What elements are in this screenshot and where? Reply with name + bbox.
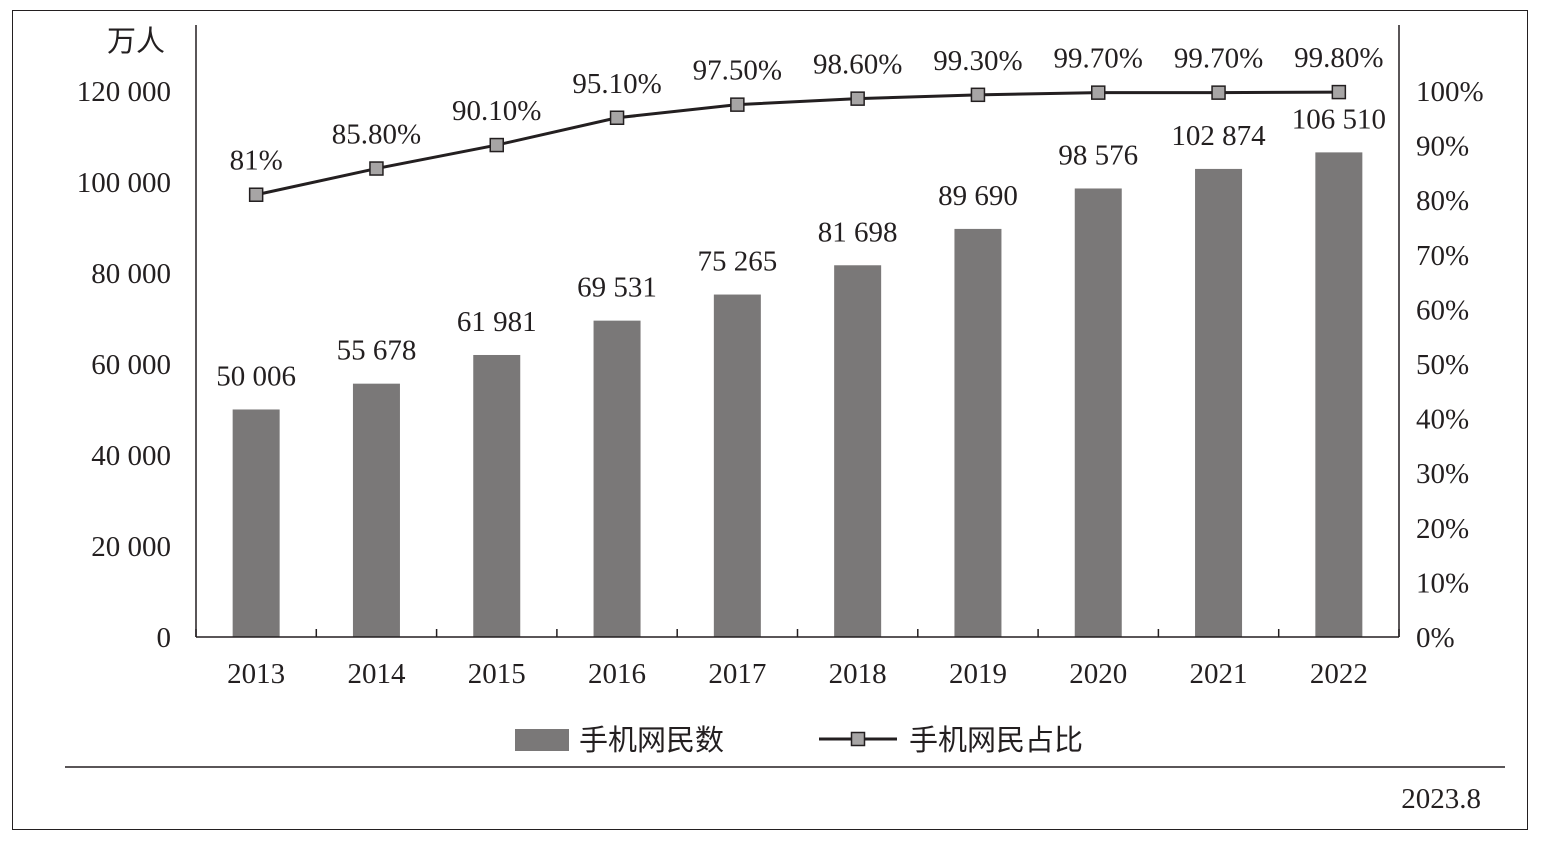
x-tick-label: 2014	[347, 658, 406, 690]
line-series	[248, 84, 1347, 202]
y-right-tick-label: 50%	[1416, 349, 1469, 381]
y-left-tick-label: 0	[157, 622, 172, 654]
bar-value-label: 69 531	[577, 272, 657, 304]
bar-2013	[232, 409, 280, 637]
y-left-tick-label: 80 000	[91, 258, 171, 290]
share-line	[255, 90, 1339, 197]
y-left-tick-label: 100 000	[77, 167, 171, 199]
date-label: 2023.8	[1401, 783, 1481, 815]
bar-2015	[473, 354, 521, 637]
y-right-tick-label: 0%	[1416, 622, 1455, 654]
share-value-label: 98.60%	[813, 49, 902, 81]
share-marker-2013	[248, 187, 264, 202]
share-value-label: 95.10%	[572, 68, 661, 100]
bar-2021	[1195, 168, 1243, 638]
x-tick-label: 2017	[708, 658, 766, 690]
chart-svg: 万人 0 20 000 40 000 60 000 80 000 100 000 120 0…	[65, 25, 1505, 815]
share-marker-2015	[489, 137, 504, 153]
y-right-tick-label: 60%	[1416, 294, 1469, 326]
share-marker-2014	[369, 161, 384, 176]
share-marker-2017	[730, 97, 745, 112]
x-tick-label: 2022	[1310, 658, 1368, 690]
bar-value-label: 61 981	[457, 306, 537, 338]
share-value-label: 99.30%	[933, 45, 1022, 77]
y-right-tick-label: 70%	[1416, 240, 1469, 272]
y-right-tick-label: 90%	[1416, 131, 1469, 163]
legend-label-bar: 手机网民数	[579, 723, 724, 757]
bar-value-label: 55 678	[337, 335, 417, 367]
y-left-tick-label: 120 000	[77, 76, 171, 108]
share-marker-2019	[970, 87, 986, 103]
share-marker-2021	[1211, 85, 1226, 100]
bar-value-label: 75 265	[697, 246, 777, 278]
share-value-label: 99.80%	[1294, 42, 1383, 74]
x-tick-label: 2016	[588, 658, 646, 690]
bar-2020	[1074, 188, 1122, 638]
share-value-label: 85.80%	[332, 119, 421, 151]
share-marker-2022	[1331, 84, 1347, 100]
data-labels: 50 006 55 678 61 981 69 531 75 265 81 698 89 6…	[216, 42, 1386, 392]
share-marker-2016	[609, 110, 625, 126]
y-right-tick-label: 100%	[1416, 76, 1484, 108]
bar-2022	[1315, 152, 1363, 637]
x-tick-label: 2013	[227, 658, 285, 690]
bar-value-label: 106 510	[1292, 103, 1386, 135]
chart-frame: 万人 0 20 000 40 000 60 000 80 000 100 000 120 0…	[12, 10, 1528, 830]
y-left-tick-label: 20 000	[91, 531, 171, 563]
share-value-label: 99.70%	[1174, 43, 1263, 75]
bar-2017	[713, 294, 761, 637]
share-value-label: 81%	[230, 145, 283, 177]
y-right-tick-label: 80%	[1416, 185, 1469, 217]
bar-2018	[834, 265, 882, 637]
y-right-tick-label: 40%	[1416, 404, 1469, 436]
share-marker-2020	[1091, 85, 1106, 100]
bar-value-label: 50 006	[216, 360, 296, 392]
y-right-tick-label: 10%	[1416, 567, 1469, 599]
legend-label-line: 手机网民占比	[909, 723, 1083, 757]
bar-2016	[593, 320, 641, 637]
bar-series	[232, 152, 1363, 638]
x-tick-label: 2020	[1069, 658, 1127, 690]
share-value-label: 97.50%	[693, 55, 782, 87]
bar-2014	[352, 383, 400, 637]
y-right-tick-label: 20%	[1416, 513, 1469, 545]
x-tick-label: 2015	[468, 658, 526, 690]
share-value-label: 99.70%	[1054, 43, 1143, 75]
bar-2019	[954, 228, 1002, 637]
y-left-tick-label: 40 000	[91, 440, 171, 472]
y-right-tick-label: 30%	[1416, 458, 1469, 490]
x-tick-label: 2021	[1190, 658, 1248, 690]
legend-swatch-marker	[850, 731, 866, 747]
legend-swatch-bar	[515, 729, 569, 751]
y-axis-unit-label: 万人	[107, 26, 165, 58]
share-marker-2018	[850, 91, 865, 106]
axes: 0 20 000 40 000 60 000 80 000 100 000 120 000 0…	[77, 25, 1484, 690]
bar-value-label: 81 698	[818, 216, 898, 248]
legend: 手机网民数 手机网民占比	[515, 723, 1083, 757]
x-tick-label: 2019	[949, 658, 1007, 690]
x-tick-label: 2018	[829, 658, 887, 690]
bar-value-label: 102 874	[1171, 120, 1266, 152]
share-value-label: 90.10%	[452, 95, 541, 127]
bar-value-label: 98 576	[1058, 139, 1138, 171]
y-left-tick-label: 60 000	[91, 349, 171, 381]
bar-value-label: 89 690	[938, 180, 1018, 212]
